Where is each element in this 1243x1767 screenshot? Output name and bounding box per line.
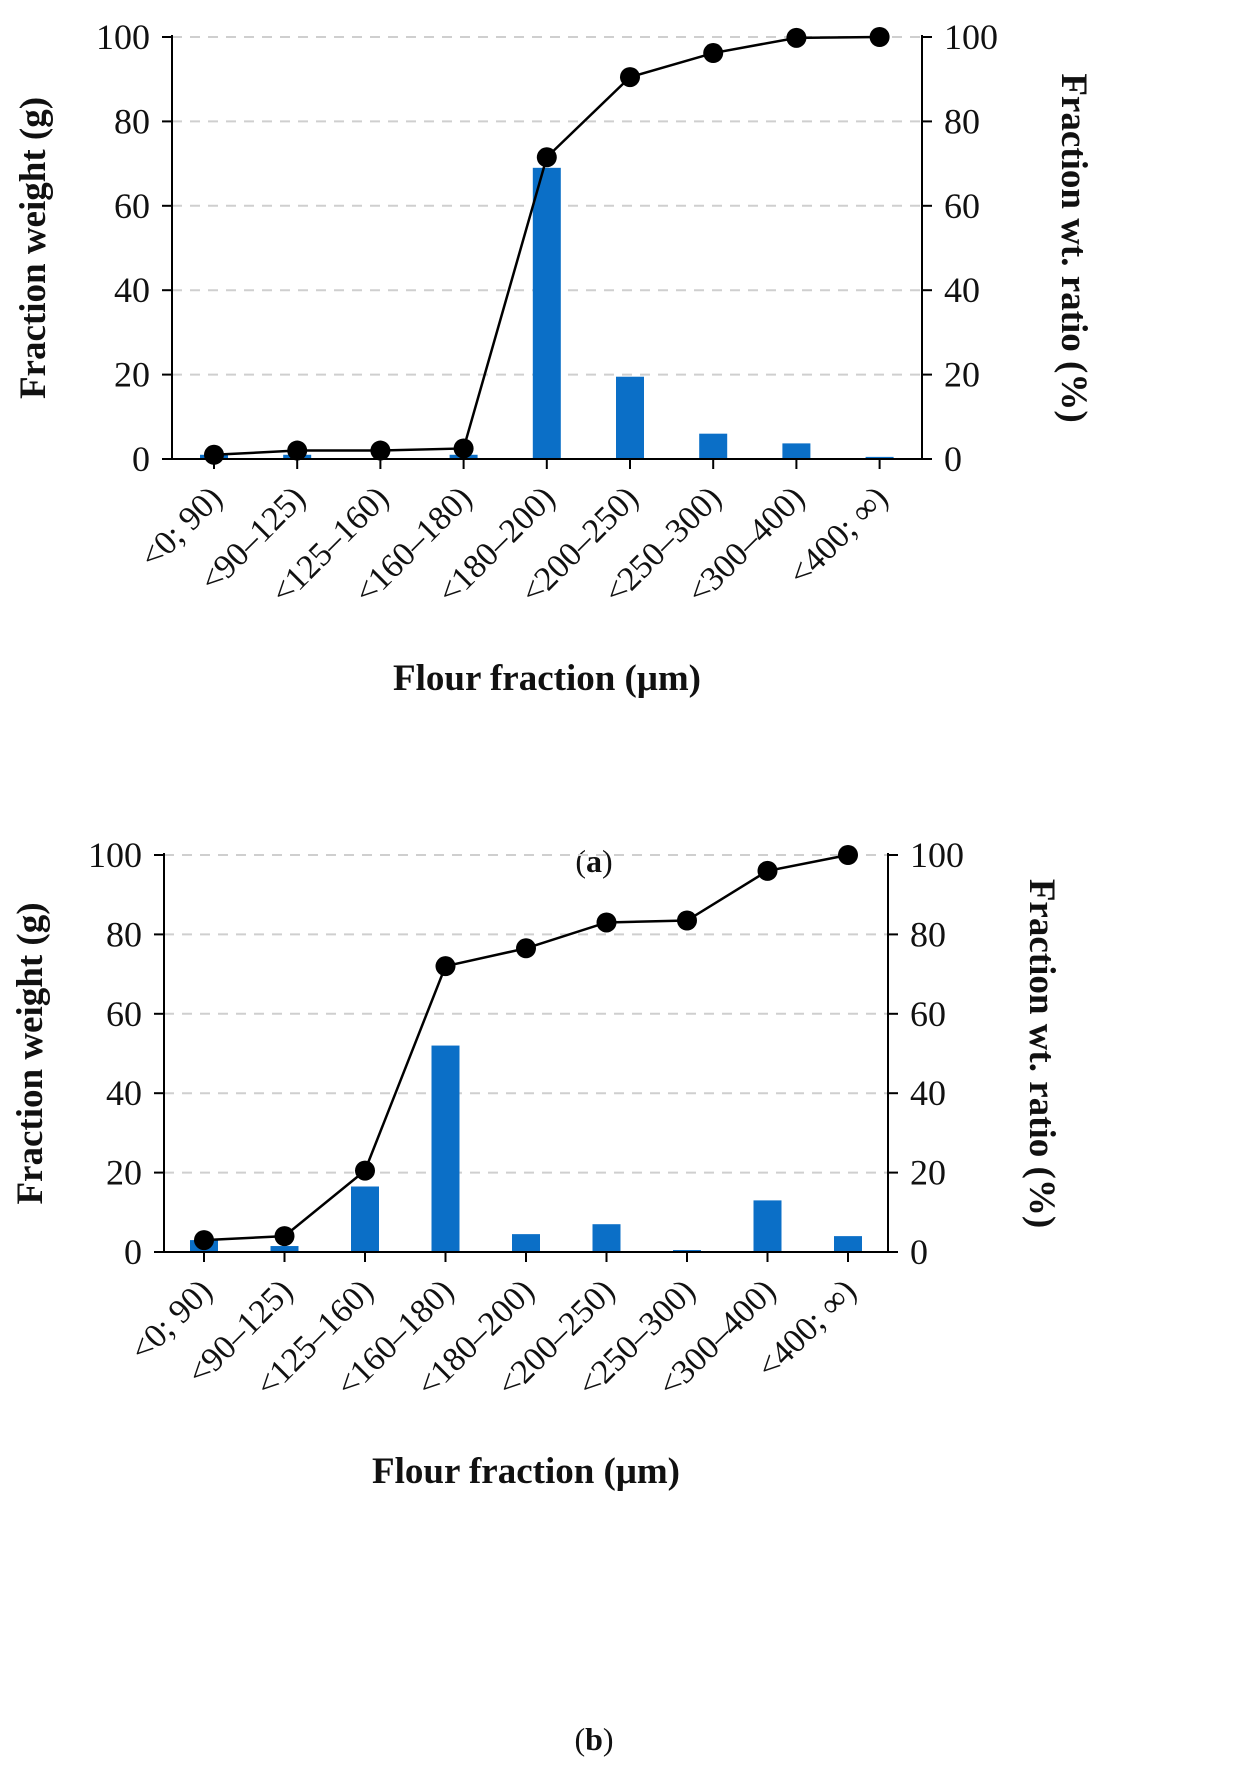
cumulative-point [620,67,640,88]
bar [592,1224,621,1252]
bar [616,376,644,459]
caption-a: (a) [575,843,612,879]
y2-tick-label: 80 [910,914,946,954]
y2-tick-label: 20 [944,355,980,395]
cumulative-point [370,440,391,461]
bar [865,456,894,459]
y-tick-label: 0 [132,439,150,479]
y-axis-title: Fraction weight (g) [13,97,54,399]
bar [834,1236,862,1252]
cumulative-point [435,956,456,977]
bar [512,1234,540,1252]
y-tick-label: 20 [106,1153,142,1193]
bar [699,433,728,459]
x-axis-title: Flour fraction (μm) [372,1451,680,1492]
cumulative-point [596,912,617,933]
y2-tick-label: 60 [910,994,946,1034]
y-tick-label: 40 [106,1073,142,1113]
y2-tick-label: 40 [910,1073,946,1113]
cumulative-point [453,438,474,459]
bar [431,1045,460,1252]
y-tick-label: 60 [106,994,142,1034]
y2-tick-label: 100 [944,17,998,57]
y2-tick-label: 100 [910,835,964,875]
cumulative-line [203,853,849,1242]
cumulative-point [516,938,536,959]
cumulative-point [536,147,557,168]
caption-b: (b) [574,1721,613,1757]
y2-tick-label: 0 [944,439,962,479]
y2-tick-label: 20 [910,1153,946,1193]
y-tick-label: 80 [114,101,150,141]
y-tick-label: 80 [106,914,142,954]
y2-tick-label: 0 [910,1232,928,1272]
cumulative-point [838,845,858,865]
x-axis-title: Flour fraction (μm) [393,658,701,699]
y2-tick-label: 40 [944,270,980,310]
y-tick-label: 0 [124,1232,142,1272]
cumulative-point [757,860,778,881]
cumulative-point [274,1226,295,1247]
cumulative-point [703,43,724,64]
y-tick-label: 60 [114,186,150,226]
bar [532,167,561,459]
y2-axis-title: Fraction wt. ratio (%) [1053,73,1094,422]
bar [753,1200,782,1252]
bar [351,1186,379,1252]
cumulative-point [786,27,807,48]
y-axis-title: Fraction weight (g) [10,902,51,1204]
cumulative-point [287,440,308,461]
y-tick-label: 40 [114,270,150,310]
y2-tick-label: 60 [944,186,980,226]
y2-axis-title: Fraction wt. ratio (%) [1021,879,1062,1228]
y-tick-label: 100 [88,835,142,875]
bar [782,443,811,459]
y-tick-label: 20 [114,355,150,395]
cumulative-point [677,910,697,931]
y2-tick-label: 80 [944,101,980,141]
y-tick-label: 100 [96,17,150,57]
cumulative-point [869,27,890,47]
bar [270,1246,299,1252]
cumulative-point [355,1160,375,1181]
cumulative-point [204,444,224,465]
cumulative-point [194,1230,214,1251]
